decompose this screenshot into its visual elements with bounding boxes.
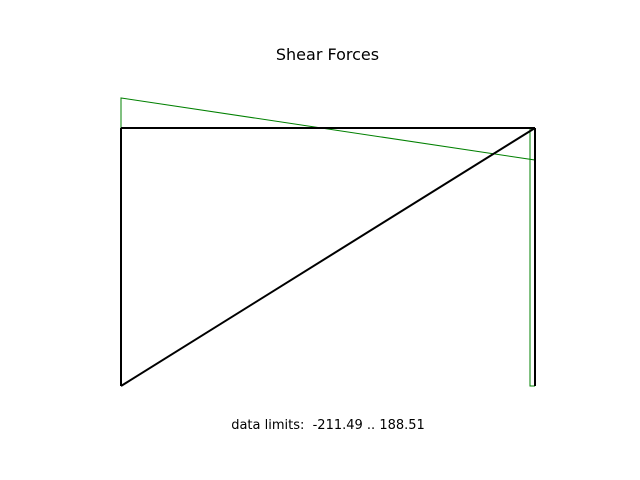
diagonal-brace-member: [120, 127, 536, 387]
figure-title: Shear Forces: [275, 45, 380, 64]
data-limits-label: data limits: -211.49 .. 188.51: [231, 418, 425, 433]
